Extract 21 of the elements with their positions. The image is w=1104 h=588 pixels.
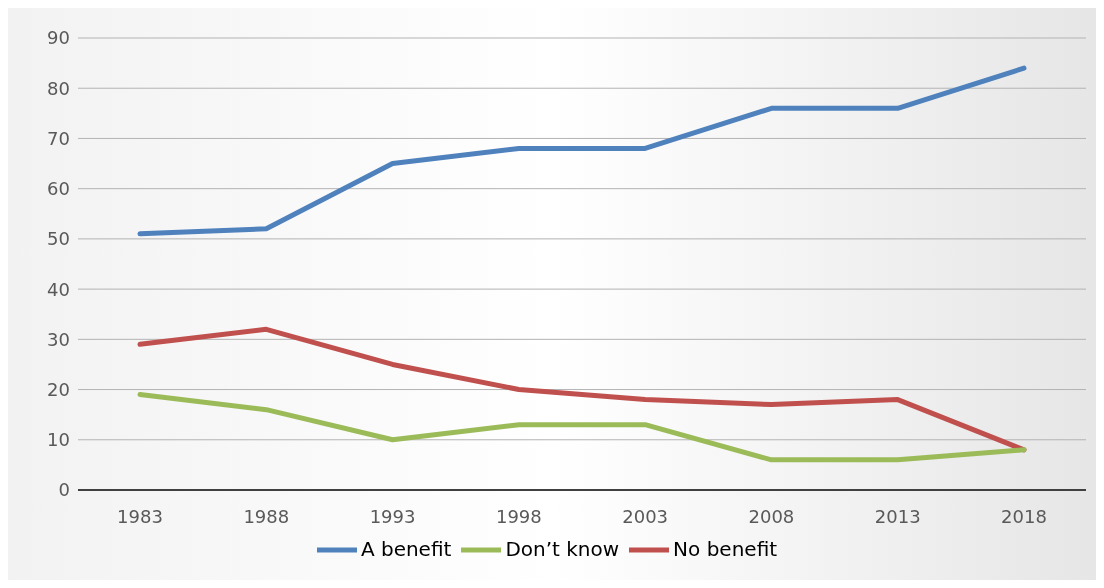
y-tick-label: 30: [47, 328, 70, 350]
x-tick-label: 2018: [1001, 505, 1047, 527]
y-tick-label: 50: [47, 228, 70, 250]
x-tick-label: 2008: [748, 505, 795, 527]
y-tick-label: 60: [47, 178, 70, 200]
y-tick-label: 70: [47, 127, 70, 149]
x-tick-label: 1993: [369, 505, 416, 527]
y-tick-label: 20: [47, 378, 70, 400]
x-tick-label: 1988: [243, 505, 290, 527]
x-tick-label: 1998: [495, 505, 542, 527]
y-tick-label: 40: [47, 278, 70, 300]
x-tick-label: 1983: [117, 505, 163, 527]
y-tick-label: 90: [47, 27, 70, 49]
y-tick-label: 10: [47, 429, 70, 451]
y-tick-label: 0: [58, 479, 70, 501]
x-tick-label: 2013: [874, 505, 921, 527]
y-tick-label: 80: [47, 77, 70, 99]
legend-label: No benefit: [673, 536, 778, 561]
legend-label: A benefit: [360, 536, 452, 561]
legend-label: Don’t know: [505, 536, 620, 561]
x-tick-label: 2003: [622, 505, 669, 527]
